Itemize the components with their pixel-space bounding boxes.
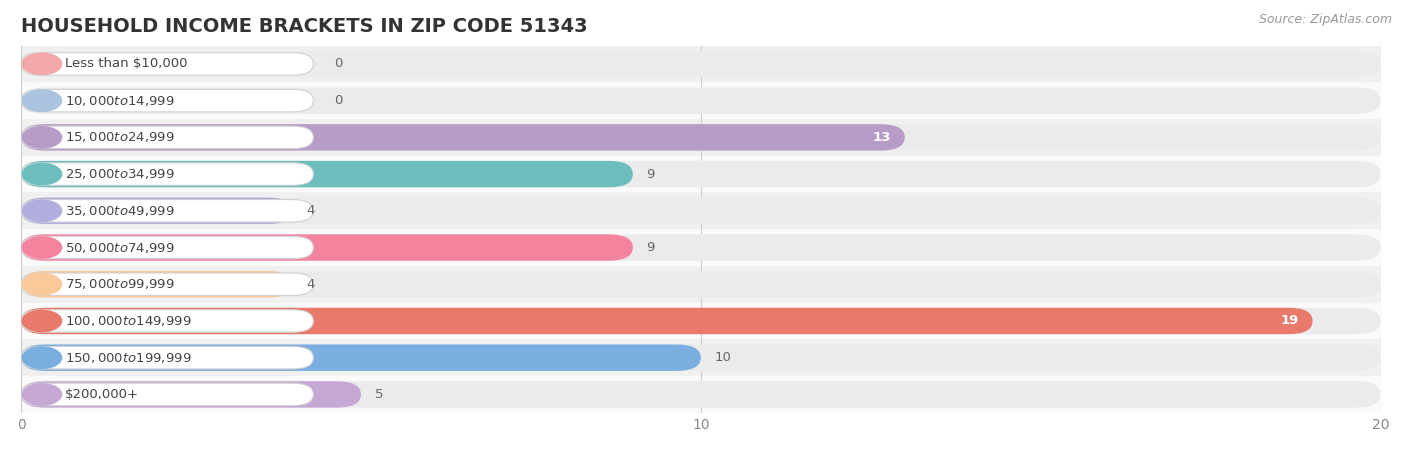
Circle shape (22, 310, 62, 332)
Text: 10: 10 (714, 351, 731, 364)
FancyBboxPatch shape (21, 126, 314, 149)
Text: $150,000 to $199,999: $150,000 to $199,999 (65, 351, 191, 365)
FancyBboxPatch shape (21, 310, 314, 332)
Text: 0: 0 (333, 94, 342, 107)
FancyBboxPatch shape (21, 376, 1381, 413)
Circle shape (22, 384, 62, 405)
FancyBboxPatch shape (21, 271, 292, 298)
FancyBboxPatch shape (21, 198, 1381, 224)
Text: 5: 5 (374, 388, 382, 401)
FancyBboxPatch shape (21, 234, 633, 261)
FancyBboxPatch shape (21, 51, 1381, 77)
FancyBboxPatch shape (21, 271, 1381, 298)
Text: Source: ZipAtlas.com: Source: ZipAtlas.com (1258, 13, 1392, 26)
FancyBboxPatch shape (21, 124, 904, 150)
Text: 4: 4 (307, 278, 315, 291)
Text: $100,000 to $149,999: $100,000 to $149,999 (65, 314, 191, 328)
Circle shape (22, 273, 62, 295)
FancyBboxPatch shape (21, 303, 1381, 339)
Circle shape (22, 127, 62, 148)
FancyBboxPatch shape (21, 45, 1381, 82)
Text: $25,000 to $34,999: $25,000 to $34,999 (65, 167, 174, 181)
FancyBboxPatch shape (21, 273, 314, 295)
FancyBboxPatch shape (21, 308, 1313, 334)
Circle shape (22, 163, 62, 185)
Text: 19: 19 (1281, 314, 1299, 327)
Text: $75,000 to $99,999: $75,000 to $99,999 (65, 277, 174, 291)
FancyBboxPatch shape (21, 266, 1381, 303)
FancyBboxPatch shape (21, 308, 1381, 334)
FancyBboxPatch shape (21, 89, 314, 112)
Text: 0: 0 (333, 57, 342, 70)
FancyBboxPatch shape (21, 229, 1381, 266)
FancyBboxPatch shape (21, 339, 1381, 376)
Text: $15,000 to $24,999: $15,000 to $24,999 (65, 130, 174, 145)
Circle shape (22, 90, 62, 111)
FancyBboxPatch shape (21, 119, 1381, 156)
Text: 4: 4 (307, 204, 315, 217)
FancyBboxPatch shape (21, 156, 1381, 193)
FancyBboxPatch shape (21, 53, 314, 75)
FancyBboxPatch shape (21, 163, 314, 185)
Text: $10,000 to $14,999: $10,000 to $14,999 (65, 94, 174, 108)
FancyBboxPatch shape (21, 82, 1381, 119)
FancyBboxPatch shape (21, 161, 1381, 187)
Text: $35,000 to $49,999: $35,000 to $49,999 (65, 204, 174, 218)
Text: $200,000+: $200,000+ (65, 388, 139, 401)
Text: HOUSEHOLD INCOME BRACKETS IN ZIP CODE 51343: HOUSEHOLD INCOME BRACKETS IN ZIP CODE 51… (21, 17, 588, 35)
Circle shape (22, 53, 62, 75)
Circle shape (22, 237, 62, 258)
FancyBboxPatch shape (21, 344, 700, 371)
Text: $50,000 to $74,999: $50,000 to $74,999 (65, 241, 174, 255)
Text: 13: 13 (873, 131, 891, 144)
FancyBboxPatch shape (21, 88, 1381, 114)
Circle shape (22, 200, 62, 221)
FancyBboxPatch shape (21, 236, 314, 259)
FancyBboxPatch shape (21, 124, 1381, 150)
FancyBboxPatch shape (21, 234, 1381, 261)
Text: Less than $10,000: Less than $10,000 (65, 57, 187, 70)
FancyBboxPatch shape (21, 161, 633, 187)
FancyBboxPatch shape (21, 381, 361, 408)
FancyBboxPatch shape (21, 383, 314, 405)
Text: 9: 9 (647, 167, 655, 180)
FancyBboxPatch shape (21, 199, 314, 222)
FancyBboxPatch shape (21, 347, 314, 369)
FancyBboxPatch shape (21, 193, 1381, 229)
FancyBboxPatch shape (21, 198, 292, 224)
FancyBboxPatch shape (21, 344, 1381, 371)
Circle shape (22, 347, 62, 368)
FancyBboxPatch shape (21, 381, 1381, 408)
Text: 9: 9 (647, 241, 655, 254)
